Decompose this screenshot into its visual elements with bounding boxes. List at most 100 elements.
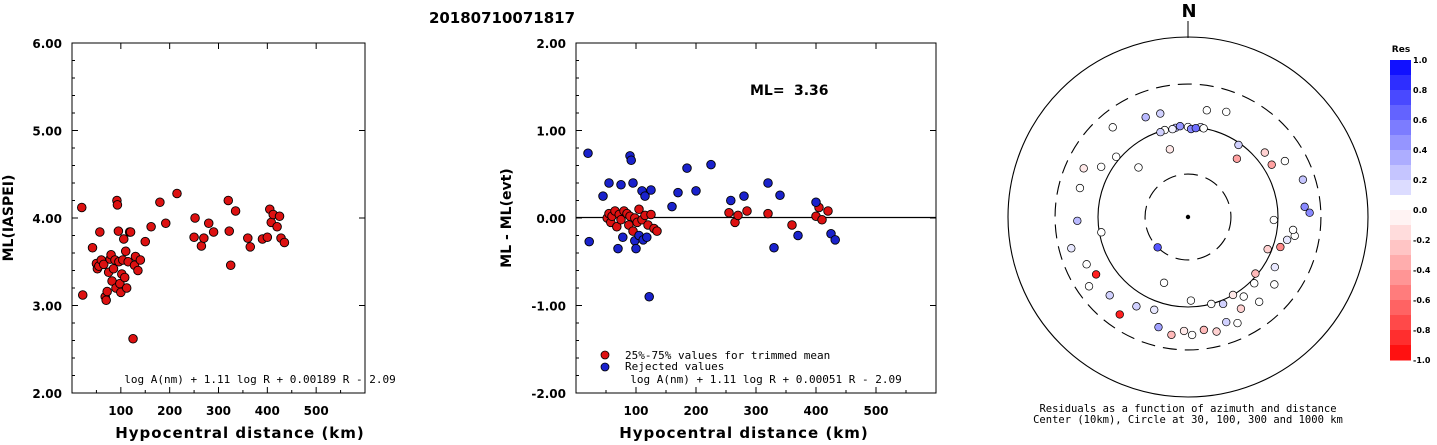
data-point [113, 226, 124, 236]
data-point [274, 211, 285, 221]
ml-value: 3.36 [794, 83, 829, 99]
y-tick-label: -1.00 [531, 300, 566, 314]
data-point [101, 295, 111, 306]
station-residual-marker [1222, 107, 1231, 117]
station-residual-marker [1165, 145, 1175, 154]
data-point [77, 202, 87, 213]
station-residual-marker [1250, 279, 1259, 288]
station-residual-marker [1276, 242, 1285, 252]
data-point [203, 218, 214, 228]
station-residual-marker [1159, 278, 1169, 287]
data-point [224, 226, 234, 236]
y-tick-label: 2.00 [536, 37, 566, 51]
colorbar-cell [1390, 60, 1411, 76]
station-residual-marker [1187, 330, 1197, 340]
data-point-rejected [793, 230, 803, 241]
y-tick-label: -2.00 [531, 387, 566, 401]
data-point-rejected [646, 185, 656, 195]
y-tick-label: 3.00 [32, 300, 62, 314]
y-tick-label: 6.00 [32, 37, 62, 51]
station-residual-marker [1300, 202, 1309, 211]
data-point-rejected [769, 242, 779, 253]
formula-label: log A(nm) + 1.11 log R + 0.00051 R - 2.0… [630, 373, 902, 386]
x-tick-label: 200 [157, 404, 182, 418]
station-residual-marker [1075, 183, 1085, 193]
data-point [119, 234, 129, 244]
station-residual-marker [1239, 292, 1248, 301]
colorbar-cell [1390, 105, 1411, 121]
station-residual-marker [1305, 208, 1314, 217]
colorbar-cell [1390, 120, 1411, 136]
data-point-rejected [626, 155, 636, 165]
x-tick-label: 400 [803, 404, 828, 418]
colorbar-tick-label: -0.4 [1413, 266, 1431, 275]
data-point [135, 255, 146, 265]
station-residual-marker [1232, 154, 1242, 163]
x-axis-title: Hypocentral distance (km) [115, 424, 365, 441]
station-residual-marker [1167, 330, 1176, 339]
station-residual-marker [1260, 148, 1269, 157]
data-point [196, 241, 207, 251]
station-residual-marker [1282, 235, 1292, 245]
y-tick-label: 0.00 [536, 212, 566, 226]
colorbar-cell [1390, 345, 1411, 361]
station-residual-marker [1222, 317, 1231, 327]
colorbar-tick-label: 0.2 [1413, 176, 1427, 185]
station-residual-marker [1156, 109, 1165, 118]
data-point [733, 210, 743, 221]
station-residual-marker [1097, 228, 1106, 237]
data-point [112, 200, 123, 210]
x-tick-label: 500 [304, 404, 329, 418]
station-residual-marker [1091, 270, 1101, 279]
station-residual-marker [1280, 156, 1290, 166]
data-point [612, 221, 622, 232]
legend-marker-trimmed [600, 350, 610, 360]
plot-frame [71, 42, 366, 394]
station-residual-marker [1097, 162, 1106, 172]
colorbar-cell [1390, 240, 1411, 256]
x-tick-label: 400 [255, 404, 280, 418]
station-residual-marker [1251, 269, 1260, 278]
north-label: N [1181, 1, 1196, 22]
station-residual-marker [1191, 123, 1200, 133]
legend-marker-rejected [600, 362, 610, 372]
data-point [262, 232, 273, 242]
data-point-rejected [739, 191, 749, 201]
data-point-rejected [811, 197, 821, 207]
station-residual-marker [1199, 325, 1209, 335]
colorbar-tick-label: 0.6 [1413, 116, 1428, 125]
colorbar-cell [1390, 135, 1411, 151]
data-point [155, 197, 165, 207]
station-residual-marker [1186, 296, 1196, 305]
station-residual-marker [1153, 243, 1162, 252]
data-point-rejected [775, 190, 785, 200]
colorbar-cell [1390, 315, 1411, 331]
data-point [98, 259, 109, 270]
data-point [243, 233, 253, 243]
data-point [787, 220, 797, 230]
data-point-rejected [584, 236, 594, 247]
colorbar-cell [1390, 300, 1411, 316]
distance-ring-300km [1054, 83, 1322, 351]
station-residual-marker [1082, 260, 1091, 269]
caption-line-1: Residuals as a function of azimuth and d… [1039, 403, 1336, 415]
formula-label: log A(nm) + 1.11 log R + 0.00189 R - 2.0… [124, 373, 396, 386]
station-residual-marker [1168, 124, 1177, 134]
data-point [634, 204, 644, 214]
station-residual-marker [1079, 164, 1088, 173]
station-residual-marker [1179, 326, 1189, 336]
data-point-rejected [706, 159, 716, 170]
x-tick-label: 300 [206, 404, 231, 418]
station-residual-marker [1212, 327, 1221, 336]
data-point [189, 232, 199, 242]
colorbar-tick-label: -1.0 [1413, 356, 1431, 365]
data-point [172, 188, 182, 199]
station-residual-marker [1267, 160, 1276, 169]
data-point [77, 290, 88, 300]
colorbar-cell [1390, 330, 1411, 346]
station-residual-marker [1218, 299, 1228, 309]
data-point-rejected [763, 178, 773, 188]
data-point-rejected [640, 191, 650, 201]
